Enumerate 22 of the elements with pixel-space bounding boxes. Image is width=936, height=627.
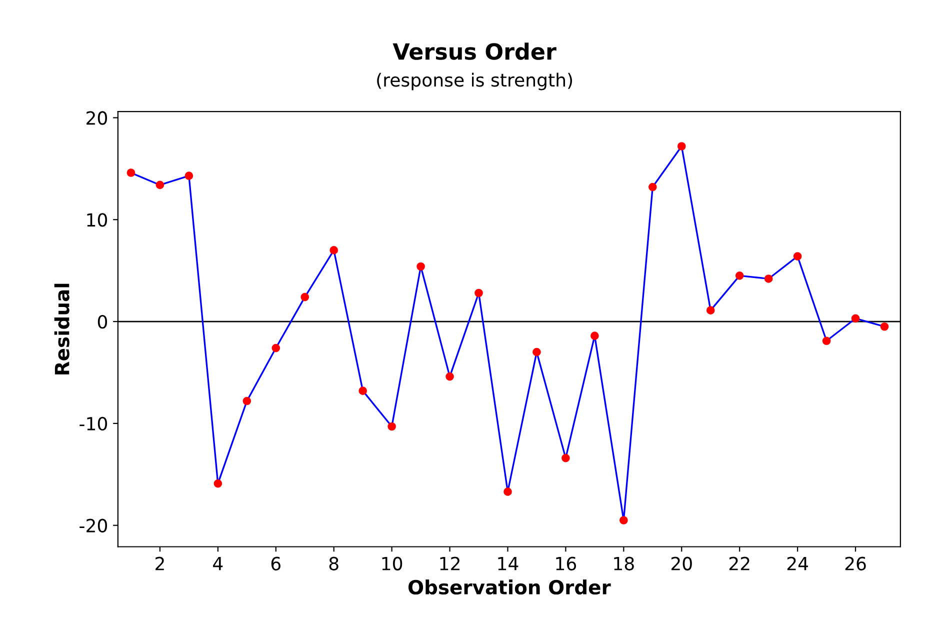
y-tick-label: 10 — [87, 213, 108, 227]
x-tick-label: 20 — [671, 556, 692, 570]
x-tick-label: 12 — [440, 556, 460, 570]
chart-title: Versus Order — [392, 42, 556, 60]
chart-subtitle: (response is strength) — [377, 72, 572, 90]
x-tick-label: 14 — [498, 557, 518, 570]
x-tick-label: 26 — [845, 556, 866, 570]
y-tick-label: 20 — [86, 111, 108, 125]
x-tick-label: 10 — [382, 556, 402, 570]
x-tick-label: 8 — [329, 556, 338, 570]
x-tick-label: 6 — [271, 556, 280, 570]
x-axis-title: Observation Order — [408, 579, 611, 595]
x-tick-label: 24 — [787, 556, 808, 570]
x-tick-label: 16 — [556, 556, 576, 570]
y-tick-label: -10 — [80, 416, 108, 431]
x-tick-label: 18 — [614, 556, 634, 570]
x-tick-label: 4 — [213, 557, 223, 570]
x-tick-label: 2 — [156, 556, 164, 570]
y-tick-label: 0 — [98, 314, 108, 329]
y-tick-label: -20 — [80, 518, 108, 532]
y-axis-title: Residual — [54, 284, 70, 374]
x-tick-label: 22 — [729, 556, 750, 570]
